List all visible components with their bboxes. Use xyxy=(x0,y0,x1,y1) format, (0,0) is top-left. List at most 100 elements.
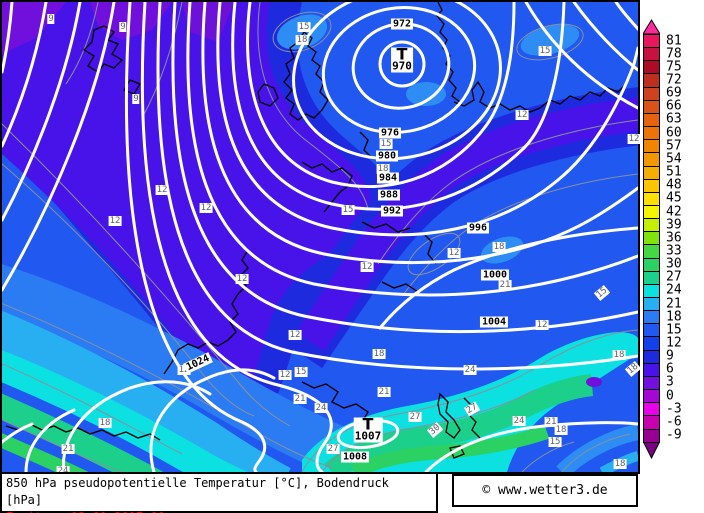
temp-label: 12 xyxy=(447,248,461,258)
field-lightblue-patch xyxy=(520,24,580,56)
temp-label: 21 xyxy=(61,444,75,454)
colorbar-label: 12 xyxy=(666,335,682,351)
colorbar-block xyxy=(643,297,660,312)
colorbar-block xyxy=(643,389,660,404)
temp-label: 18 xyxy=(624,361,642,377)
colorbar-label: 51 xyxy=(666,164,682,180)
temp-label: 15 xyxy=(548,437,562,447)
temp-label: 18 xyxy=(376,164,390,174)
colorbar-block xyxy=(643,204,660,220)
temp-label: 12 xyxy=(108,216,122,226)
colorbar-label: 78 xyxy=(666,46,682,62)
pressure-label: 1008 xyxy=(340,451,370,463)
colorbar-arrow-top xyxy=(643,19,660,35)
temp-label: 27 xyxy=(463,401,481,417)
temp-label: 9 xyxy=(119,22,127,32)
colorbar-block xyxy=(643,86,660,101)
temp-label: 18 xyxy=(554,425,568,435)
colorbar-label: 54 xyxy=(666,151,682,167)
colorbar-label: 15 xyxy=(666,322,682,338)
colorbar-block xyxy=(643,152,660,167)
colorbar-block xyxy=(643,112,660,128)
caption-line2: Freitag, 13-01-2017 00 UTC (GFS 0.5°) (M… xyxy=(6,509,432,513)
colorbar-block xyxy=(643,244,660,259)
pressure-label: 996 xyxy=(466,222,490,234)
colorbar-block xyxy=(643,283,660,299)
colorbar-block xyxy=(643,375,660,391)
temp-label: 18 xyxy=(612,350,626,360)
colorbar-label: -3 xyxy=(666,401,682,417)
temp-label: 18 xyxy=(98,418,112,428)
colorbar-label: 42 xyxy=(666,204,682,220)
colorbar-label: 39 xyxy=(666,217,682,233)
colorbar-arrow-bottom xyxy=(643,440,660,460)
colorbar-label: 3 xyxy=(666,374,674,390)
colorbar-block xyxy=(643,402,660,417)
low-symbol: T xyxy=(353,416,383,432)
pressure-label: 976 xyxy=(378,127,402,139)
pressure-label: 992 xyxy=(380,205,404,217)
temp-label: 24 xyxy=(463,365,477,375)
caption-title: 850 hPa pseudopotentielle Temperatur [°C… xyxy=(6,476,389,507)
pressure-label: 1004 xyxy=(479,316,509,328)
colorbar-block xyxy=(643,165,660,180)
temp-label: 27 xyxy=(408,412,422,422)
temp-label: 12 xyxy=(360,262,374,272)
pressure-label: 972 xyxy=(390,18,414,30)
colorbar-block xyxy=(643,270,660,285)
colorbar-block xyxy=(643,99,660,114)
colorbar-block xyxy=(643,231,660,246)
field-violet-spot xyxy=(586,377,602,387)
temp-label: 30 xyxy=(426,422,444,438)
colorbar-label: 21 xyxy=(666,296,682,312)
low-value: 1007 xyxy=(353,429,383,443)
caption-box: 850 hPa pseudopotentielle Temperatur [°C… xyxy=(0,472,438,513)
colorbar-label: 18 xyxy=(666,309,682,325)
temp-label: 12 xyxy=(278,370,292,380)
colorbar-label: 60 xyxy=(666,125,682,141)
field-band-27 xyxy=(2,393,163,472)
pressure-label: 988 xyxy=(377,189,401,201)
colorbar-label: 69 xyxy=(666,85,682,101)
temp-label: 15 xyxy=(297,22,311,32)
colorbar-label: 6 xyxy=(666,361,674,377)
map-frame: 9 9 9 15 18 15 12 12 15 18 15 12 12 12 18 12 21 15 12 12 12 1… xyxy=(0,0,642,476)
colorbar-block xyxy=(643,362,660,377)
temp-label: 12 xyxy=(235,274,249,284)
colorbar-arrows xyxy=(643,19,660,460)
colorbar-block xyxy=(643,218,660,233)
colorbar-block xyxy=(643,178,660,193)
temp-label: 24 xyxy=(314,403,328,413)
copyright-box: © www.wetter3.de xyxy=(452,474,638,507)
colorbar-block xyxy=(643,336,660,351)
pressure-label: 984 xyxy=(376,172,400,184)
temp-label: 12 xyxy=(627,134,641,144)
temp-label: 18 xyxy=(295,35,309,45)
colorbar-label: 33 xyxy=(666,243,682,259)
temp-label: 12 xyxy=(535,320,549,330)
temp-label: 21 xyxy=(293,394,307,404)
colorbar-label: 57 xyxy=(666,138,682,154)
temp-label: 15 xyxy=(538,46,552,56)
field-band-21 xyxy=(2,310,291,472)
colorbar-label: 24 xyxy=(666,282,682,298)
colorbar-block xyxy=(643,60,660,75)
temp-label: 15 xyxy=(379,139,393,149)
caption-model: (GFS 0.5°) xyxy=(233,509,304,513)
low-symbol: T xyxy=(391,46,413,62)
colorbar: 81 78 75 72 69 66 63 60 57 54 51 48 45 42 39 36 33 30 27 24… xyxy=(643,0,703,473)
field-green-band xyxy=(350,425,550,472)
temp-label: 21 xyxy=(377,387,391,397)
colorbar-block xyxy=(643,415,660,430)
colorbar-block xyxy=(643,73,660,88)
colorbar-label: 0 xyxy=(666,388,674,404)
temp-label: 18 xyxy=(613,459,627,469)
colorbar-label: -6 xyxy=(666,414,682,430)
colorbar-label: 72 xyxy=(666,72,682,88)
temp-label: 18 xyxy=(372,349,386,359)
temp-label: 15 xyxy=(341,205,355,215)
temp-label: 24 xyxy=(56,466,70,476)
temp-label: 21 xyxy=(498,280,512,290)
colorbar-label: 63 xyxy=(666,111,682,127)
colorbar-block xyxy=(643,257,660,272)
